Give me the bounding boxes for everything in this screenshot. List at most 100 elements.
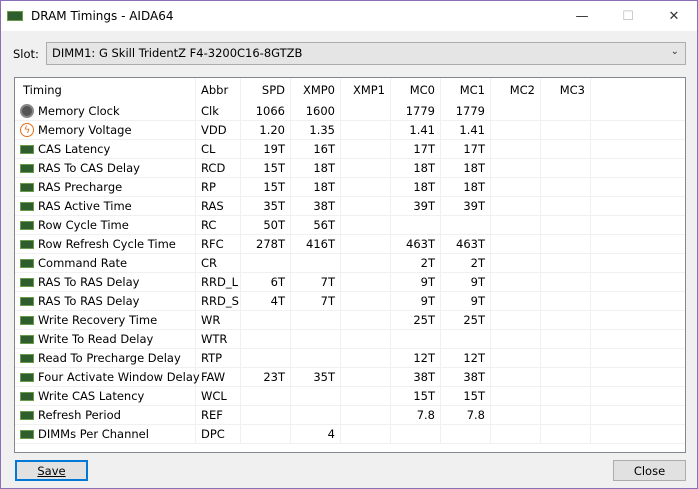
value-cell-spd: 1066 — [241, 102, 291, 120]
value-cell-xmp0 — [291, 311, 341, 329]
timing-name: RAS Active Time — [38, 199, 132, 213]
column-header-mc0[interactable]: MC0 — [391, 78, 441, 102]
table-row[interactable]: Row Refresh Cycle Time RFC 278T 416T 463T 463… — [15, 235, 685, 254]
value-cell-xmp1 — [341, 406, 391, 424]
value-cell-xmp0 — [291, 406, 341, 424]
value-cell-spd — [241, 387, 291, 405]
maximize-button[interactable]: ☐ — [622, 8, 634, 24]
value-cell-mc3 — [541, 330, 591, 348]
table-row[interactable]: Write CAS Latency WCL 15T 15T — [15, 387, 685, 406]
timing-name: DIMMs Per Channel — [38, 427, 149, 441]
table-row[interactable]: CAS Latency CL 19T 16T 17T 17T — [15, 140, 685, 159]
abbr-cell: CR — [196, 254, 241, 272]
value-cell-xmp0: 1.35 — [291, 121, 341, 139]
value-cell-mc2 — [491, 102, 541, 120]
table-row[interactable]: Command Rate CR 2T 2T — [15, 254, 685, 273]
value-cell-mc3 — [541, 425, 591, 443]
table-row[interactable]: RAS Precharge RP 15T 18T 18T 18T — [15, 178, 685, 197]
table-row[interactable]: Four Activate Window Delay FAW 23T 35T 38T 38… — [15, 368, 685, 387]
value-cell-spd: 4T — [241, 292, 291, 310]
value-cell-mc2 — [491, 292, 541, 310]
value-cell-xmp0 — [291, 330, 341, 348]
save-button[interactable]: Save — [15, 460, 88, 481]
table-row[interactable]: Memory Clock Clk 1066 1600 1779 1779 — [15, 102, 685, 121]
column-header-xmp1[interactable]: XMP1 — [341, 78, 391, 102]
table-row[interactable]: Read To Precharge Delay RTP 12T 12T — [15, 349, 685, 368]
column-header-mc3[interactable]: MC3 — [541, 78, 591, 102]
value-cell-xmp0: 416T — [291, 235, 341, 253]
value-cell-mc3 — [541, 159, 591, 177]
value-cell-xmp0: 1600 — [291, 102, 341, 120]
value-cell-xmp1 — [341, 330, 391, 348]
header-row: Timing Abbr SPD XMP0 XMP1 MC0 MC1 MC2 MC3 — [15, 78, 685, 102]
value-cell-xmp1 — [341, 197, 391, 215]
value-cell-mc1: 1779 — [441, 102, 491, 120]
table-row[interactable]: Write Recovery Time WR 25T 25T — [15, 311, 685, 330]
value-cell-mc0 — [391, 216, 441, 234]
table-row[interactable]: ϟ Memory Voltage VDD 1.20 1.35 1.41 1.41 — [15, 121, 685, 140]
slot-dropdown[interactable]: DIMM1: G Skill TridentZ F4-3200C16-8GTZB… — [46, 42, 686, 65]
value-cell-mc0: 1779 — [391, 102, 441, 120]
timing-cell: Refresh Period — [15, 406, 196, 424]
timing-name: RAS Precharge — [38, 180, 123, 194]
value-cell-mc0 — [391, 425, 441, 443]
value-cell-mc1: 39T — [441, 197, 491, 215]
value-cell-mc3 — [541, 235, 591, 253]
value-cell-spd — [241, 254, 291, 272]
column-header-spd[interactable]: SPD — [241, 78, 291, 102]
value-cell-xmp0: 4 — [291, 425, 341, 443]
minimize-button[interactable]: — — [575, 8, 589, 24]
table-row[interactable]: DIMMs Per Channel DPC 4 — [15, 425, 685, 444]
value-cell-xmp0: 7T — [291, 273, 341, 291]
abbr-cell: REF — [196, 406, 241, 424]
value-cell-mc3 — [541, 140, 591, 158]
value-cell-mc0: 9T — [391, 273, 441, 291]
timing-name: Memory Clock — [38, 104, 120, 118]
abbr-cell: RP — [196, 178, 241, 196]
value-cell-mc3 — [541, 197, 591, 215]
value-cell-xmp1 — [341, 311, 391, 329]
value-cell-xmp0: 38T — [291, 197, 341, 215]
column-header-xmp0[interactable]: XMP0 — [291, 78, 341, 102]
table-row[interactable]: Refresh Period REF 7.8 7.8 — [15, 406, 685, 425]
value-cell-xmp1 — [341, 102, 391, 120]
value-cell-mc1: 7.8 — [441, 406, 491, 424]
table-row[interactable]: RAS To RAS Delay RRD_S 4T 7T 9T 9T — [15, 292, 685, 311]
table-row[interactable]: RAS To CAS Delay RCD 15T 18T 18T 18T — [15, 159, 685, 178]
timing-name: Command Rate — [38, 256, 128, 270]
value-cell-spd: 15T — [241, 159, 291, 177]
value-cell-xmp0: 18T — [291, 178, 341, 196]
timing-name: Write To Read Delay — [38, 332, 154, 346]
abbr-cell: Clk — [196, 102, 241, 120]
ram-icon — [20, 239, 34, 249]
column-header-timing[interactable]: Timing — [15, 78, 196, 102]
column-header-mc1[interactable]: MC1 — [441, 78, 491, 102]
value-cell-xmp0: 7T — [291, 292, 341, 310]
value-cell-mc2 — [491, 140, 541, 158]
value-cell-mc3 — [541, 387, 591, 405]
voltage-icon: ϟ — [20, 123, 34, 137]
value-cell-mc3 — [541, 178, 591, 196]
value-cell-mc2 — [491, 311, 541, 329]
timing-name: CAS Latency — [38, 142, 111, 156]
clock-icon — [20, 104, 34, 118]
value-cell-spd: 19T — [241, 140, 291, 158]
value-cell-mc0: 17T — [391, 140, 441, 158]
table-row[interactable]: RAS Active Time RAS 35T 38T 39T 39T — [15, 197, 685, 216]
close-window-button[interactable]: ✕ — [668, 8, 680, 24]
table-row[interactable]: RAS To RAS Delay RRD_L 6T 7T 9T 9T — [15, 273, 685, 292]
value-cell-mc0: 18T — [391, 159, 441, 177]
close-button[interactable]: Close — [613, 460, 686, 481]
table-row[interactable]: Write To Read Delay WTR — [15, 330, 685, 349]
column-header-abbr[interactable]: Abbr — [196, 78, 241, 102]
window-title: DRAM Timings - AIDA64 — [31, 9, 174, 23]
timing-name: Write CAS Latency — [38, 389, 145, 403]
timing-cell: Four Activate Window Delay — [15, 368, 200, 386]
value-cell-mc0: 38T — [391, 368, 441, 386]
column-header-mc2[interactable]: MC2 — [491, 78, 541, 102]
timing-cell: Memory Clock — [15, 102, 196, 120]
value-cell-spd: 50T — [241, 216, 291, 234]
table-row[interactable]: Row Cycle Time RC 50T 56T — [15, 216, 685, 235]
value-cell-xmp1 — [341, 368, 391, 386]
ram-icon — [20, 277, 34, 287]
